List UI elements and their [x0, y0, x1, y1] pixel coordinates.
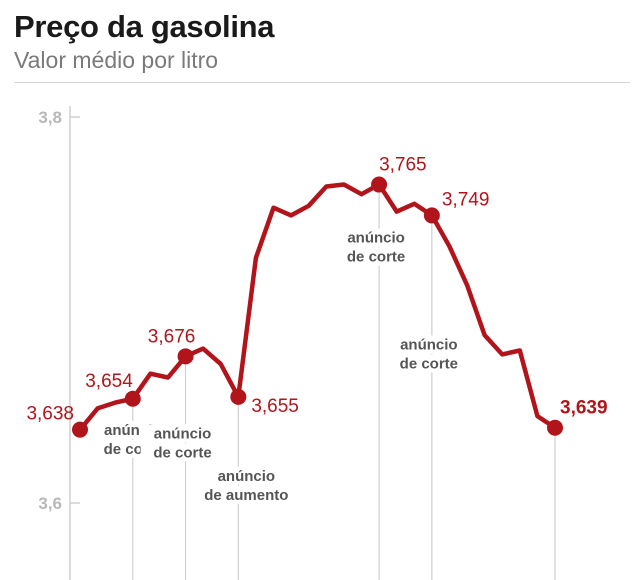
chart-title: Preço da gasolina [14, 9, 275, 44]
annotation-halo [140, 424, 225, 443]
series-line-layer [77, 182, 558, 432]
data-labels: 3,638 3,654 3,676 3,655 3,765 3,749 3,639 [26, 155, 607, 425]
y-tick-label: 3,8 [38, 108, 62, 127]
annotation-halo [386, 335, 471, 354]
annotation-label: de corte [347, 249, 405, 266]
data-points [72, 176, 563, 438]
annotation-halo [334, 247, 419, 266]
annotation-label: anúncio [218, 468, 276, 485]
data-point [72, 421, 88, 438]
annotation-halo [204, 485, 289, 504]
annotation-label: de corte [400, 355, 458, 372]
data-point [547, 419, 563, 436]
data-point [423, 207, 440, 224]
annotation-label: de corte [153, 444, 211, 461]
axis-layer: 3,8 3,6 [38, 106, 80, 580]
chart-header: Preço da gasolina Valor médio por litro [14, 8, 275, 74]
data-label: 3,655 [251, 396, 299, 417]
data-label: 3,654 [85, 371, 133, 392]
data-point [371, 176, 388, 193]
annotation-label: anúncio [400, 336, 458, 353]
annotation-halo [386, 354, 471, 373]
annotation-label: anúncio [347, 230, 405, 247]
annotation-label: de aumento [204, 487, 288, 504]
header-divider [14, 82, 630, 83]
data-point [230, 388, 247, 405]
chart-subtitle: Valor médio por litro [14, 47, 219, 73]
data-point [177, 348, 194, 365]
annotation-halo [334, 228, 419, 247]
series-line [77, 182, 558, 432]
annotation-halo [204, 466, 289, 485]
data-label: 3,765 [379, 155, 427, 176]
data-label: 3,749 [442, 189, 490, 210]
annotation-labels: anúncio de corte anúncio de corte anúncio de … [90, 228, 471, 504]
annotation-label: anúncio [154, 425, 212, 442]
data-point [124, 390, 141, 407]
data-label: 3,639 [560, 398, 608, 419]
data-label: 3,638 [26, 404, 74, 425]
annotation-halo [140, 443, 225, 462]
data-label: 3,676 [148, 326, 196, 347]
y-tick-label: 3,6 [38, 494, 62, 513]
